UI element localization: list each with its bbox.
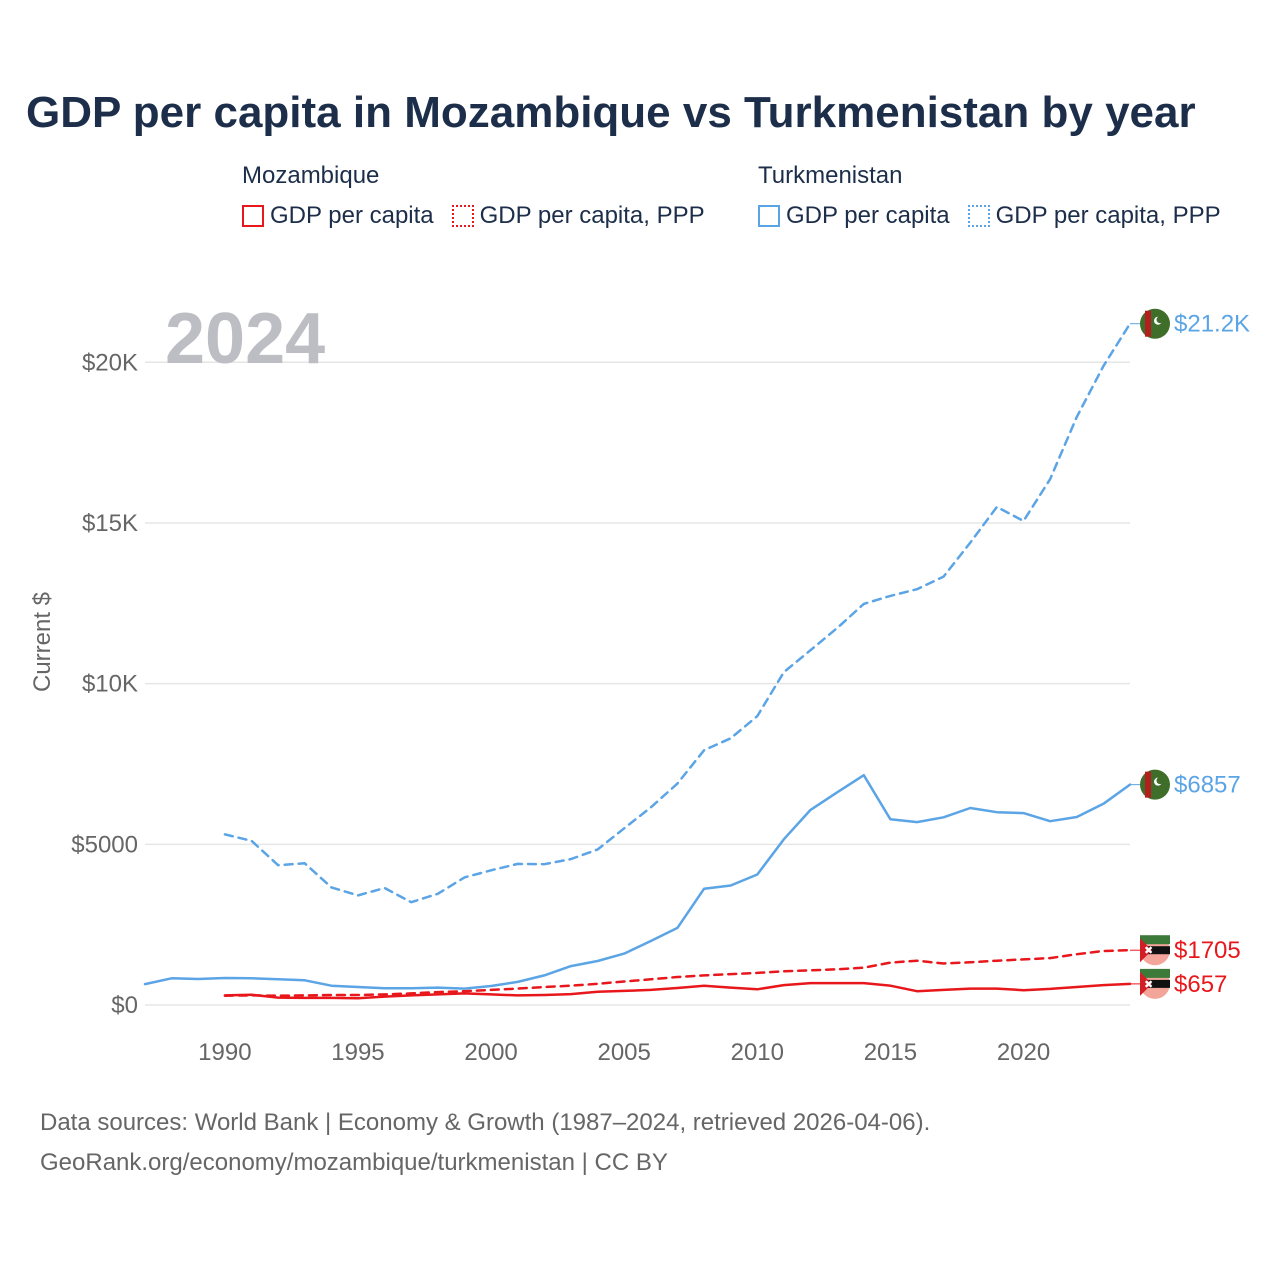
- legend-item-label: GDP per capita, PPP: [995, 202, 1221, 229]
- series-line-turkmenistan-gdp-per-capita[interactable]: [143, 773, 1132, 990]
- legend-group-title: Mozambique: [242, 162, 380, 189]
- turkmenistan-flag-icon: [1140, 308, 1170, 339]
- legend-item-turkmenistan-gdp-ppp[interactable]: GDP per capita, PPP: [967, 202, 1221, 230]
- legend-item-label: GDP per capita: [786, 202, 950, 229]
- chart-title: GDP per capita in Mozambique vs Turkmeni…: [26, 88, 1196, 137]
- x-tick-label: 2015: [864, 1039, 917, 1066]
- y-tick-label: $10K: [82, 671, 138, 698]
- legend-group-turkmenistan: Turkmenistan GDP per capita GDP per capi…: [758, 162, 1221, 230]
- axes: $0 $5000 $10K $15K $20K 1990 1995 2000 2005 2010 2…: [29, 349, 1050, 1066]
- legend-item-mozambique-gdp-ppp[interactable]: GDP per capita, PPP: [451, 202, 705, 230]
- legend-group-title: Turkmenistan: [758, 162, 903, 189]
- y-tick-label: $0: [111, 992, 138, 1019]
- x-tick-label: 2005: [597, 1039, 650, 1066]
- x-tick-label: 1995: [331, 1039, 384, 1066]
- series-lines: [143, 322, 1132, 1000]
- footer-attribution: GeoRank.org/economy/mozambique/turkmenis…: [40, 1149, 668, 1176]
- x-tick-label: 2010: [731, 1039, 784, 1066]
- end-labels: $21.2K $6857 ✖ $1705 ✖ $657: [1130, 308, 1250, 999]
- y-tick-label: $15K: [82, 510, 138, 537]
- x-tick-label: 2020: [997, 1039, 1050, 1066]
- y-axis-label: Current $: [29, 592, 56, 692]
- legend-item-label: GDP per capita, PPP: [479, 202, 705, 229]
- y-tick-label: $20K: [82, 349, 138, 376]
- x-tick-label: 1990: [198, 1039, 251, 1066]
- mozambique-flag-icon: ✖: [1140, 968, 1170, 999]
- svg-text:✖: ✖: [1144, 945, 1153, 957]
- svg-text:✖: ✖: [1144, 979, 1153, 991]
- footer-sources: Data sources: World Bank | Economy & Gro…: [40, 1109, 931, 1136]
- year-watermark: 2024: [165, 299, 325, 379]
- legend-swatch-dotted: [967, 205, 990, 227]
- series-end-label: $657: [1174, 971, 1227, 998]
- y-tick-label: $5000: [71, 831, 138, 858]
- turkmenistan-flag-icon: [1140, 769, 1170, 800]
- x-tick-label: 2000: [464, 1039, 517, 1066]
- gridlines: [145, 361, 1130, 1006]
- legend-item-turkmenistan-gdp[interactable]: GDP per capita: [758, 202, 950, 230]
- mozambique-flag-icon: ✖: [1140, 935, 1170, 966]
- legend-swatch-dotted: [451, 205, 474, 227]
- series-end-label: $6857: [1174, 772, 1241, 799]
- legend-item-mozambique-gdp[interactable]: GDP per capita: [242, 202, 434, 230]
- series-end-label: $21.2K: [1174, 311, 1250, 338]
- series-line-mozambique-gdp-per-capita[interactable]: [223, 981, 1132, 1000]
- series-end-label: $1705: [1174, 937, 1241, 964]
- series-line-turkmenistan-gdp-per-capita-ppp[interactable]: [223, 322, 1132, 904]
- legend-group-mozambique: Mozambique GDP per capita GDP per capita…: [242, 162, 705, 230]
- series-line-mozambique-gdp-per-capita-ppp[interactable]: [223, 948, 1132, 997]
- legend-item-label: GDP per capita: [270, 202, 434, 229]
- legend-swatch-solid: [758, 205, 780, 227]
- legend-swatch-solid: [242, 205, 264, 227]
